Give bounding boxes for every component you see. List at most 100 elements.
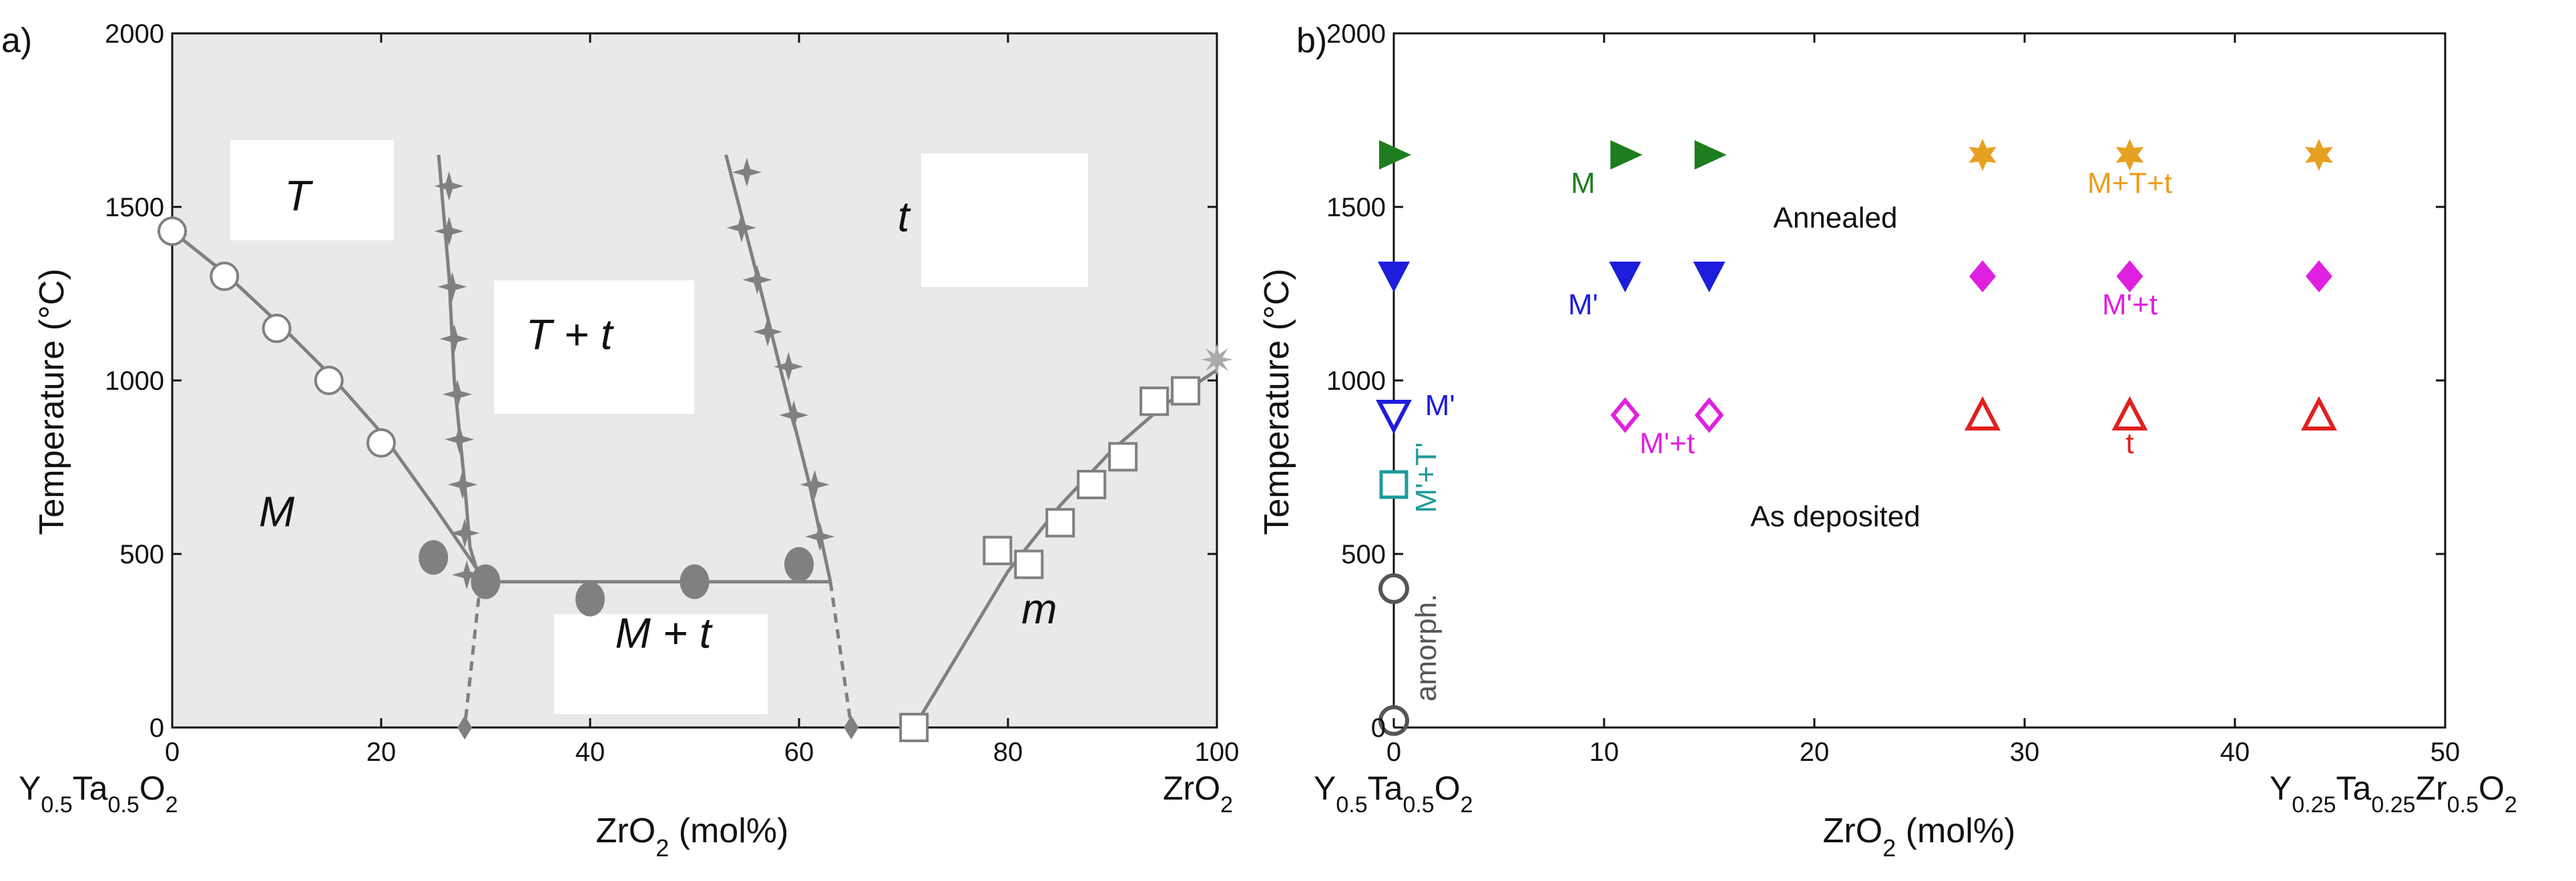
annotation-label: M' — [1425, 389, 1455, 422]
phase-boundary-line — [724, 154, 832, 583]
panel-b-xtick-label: 30 — [2010, 738, 2040, 767]
panel-label-a: a) — [1, 21, 32, 60]
panel-b-ytick-label: 1000 — [1326, 366, 1386, 396]
formula-part: Ta — [2336, 770, 2372, 807]
data-point-star4 — [448, 470, 478, 499]
data-point-open-square — [983, 535, 1013, 565]
annotation-label: M' — [1568, 288, 1598, 321]
phase-region-label: T + t — [526, 310, 614, 358]
formula-part: 0.5 — [107, 792, 139, 818]
data-point-filled-circle — [419, 540, 449, 575]
data-point-star4 — [439, 324, 469, 354]
phase-region-label: M + t — [615, 609, 713, 657]
data-point-star4 — [726, 213, 756, 243]
data-point-star4 — [742, 265, 772, 295]
phase-region-label: M — [259, 487, 295, 535]
panel-a-label-box-Tt — [494, 280, 694, 414]
formula-part: Y — [19, 770, 41, 807]
phase-region-label: m — [1021, 585, 1057, 633]
panel-a-region-labels: T T + t t M M + t m — [259, 172, 1057, 657]
data-point-open-square — [1014, 549, 1044, 579]
panel-a-ylabel: Temperature (°C) — [33, 268, 71, 535]
data-point-filled-circle — [784, 547, 814, 582]
panel-b-xtick-label: 0 — [1386, 738, 1401, 767]
data-point-star4 — [443, 379, 473, 409]
panel-b-ytick-label: 2000 — [1326, 19, 1386, 49]
data-point-tri-right — [1694, 140, 1727, 170]
panel-label-b: b) — [1296, 21, 1327, 60]
data-point-diamond-gray — [844, 715, 859, 740]
formula-part: 0.5 — [41, 792, 72, 818]
panel-a-end-right: ZrO2 — [1163, 770, 1233, 818]
phase-region-label: t — [898, 192, 911, 240]
data-point-star4 — [437, 272, 467, 302]
annotation-label: M+T+t — [2087, 167, 2172, 200]
annotation-label: As deposited — [1750, 500, 1920, 533]
panel-b-end-left: Y0.5Ta0.5O2 — [1314, 770, 1473, 818]
formula-part: 2 — [1461, 792, 1473, 818]
formula-part: 0.25 — [2371, 792, 2415, 818]
data-point-open-square — [1045, 508, 1075, 538]
data-point-star4 — [805, 522, 835, 551]
data-point-tri-down — [1693, 262, 1726, 292]
panel-a-ytick-label: 1500 — [105, 193, 164, 222]
panel-a-ytick-label: 1000 — [105, 366, 164, 396]
data-point-star4 — [732, 158, 762, 187]
panel-b-xlabel: ZrO2 (mol%) — [1823, 812, 2016, 862]
panel-a-ytick-label: 500 — [119, 540, 164, 569]
data-point-star4 — [753, 317, 782, 347]
data-point-asterisk-gray — [1201, 343, 1233, 376]
data-point-open-square — [899, 713, 929, 742]
panel-a-xtick-label: 20 — [366, 738, 397, 767]
panel-b: b) Temperature (°C) M M+T+t Annealed M' M'+t… — [1258, 19, 2517, 862]
panel-a-end-left: Y0.5Ta0.5O2 — [19, 770, 178, 818]
annotation-label: M'+T' — [1410, 443, 1443, 513]
data-point-star6 — [1969, 139, 1997, 171]
panel-a-markers — [158, 158, 1233, 742]
data-point-diamond — [1969, 260, 1996, 292]
panel-b-markers — [1376, 139, 2337, 736]
formula-part: 0.5 — [1402, 792, 1434, 818]
formula-part: 2 — [2505, 792, 2517, 818]
data-point-star4 — [800, 470, 830, 499]
data-point-diamond-open — [1694, 397, 1724, 433]
panel-b-xtick-label: 50 — [2430, 738, 2461, 767]
data-point-star4 — [450, 518, 480, 548]
panel-b-plot-frame — [1392, 32, 2446, 729]
data-point-open-circle — [210, 262, 240, 291]
data-point-tri-up-open — [1965, 396, 2001, 430]
formula-part: 2 — [1220, 792, 1233, 818]
formula-part: 0.5 — [2447, 792, 2479, 818]
panel-b-xtick-label: 10 — [1589, 738, 1619, 767]
phase-boundary-line — [828, 581, 853, 728]
phase-region-label: T — [284, 172, 313, 220]
panel-b-xtick-label: 40 — [2220, 738, 2250, 767]
panel-a-xtick-label: 40 — [575, 738, 605, 767]
data-point-tri-down-open — [1376, 400, 1412, 434]
panel-b-annotations: M M+T+t Annealed M' M'+t M' M'+t t As deposited M… — [1410, 167, 2172, 701]
annotation-label: M — [1571, 167, 1595, 200]
data-point-star6 — [2115, 139, 2144, 171]
data-point-star4 — [434, 216, 464, 246]
data-point-tri-right — [1610, 140, 1643, 170]
formula-part: Ta — [1368, 770, 1403, 807]
data-point-open-square — [1139, 386, 1170, 416]
panel-a-label-box-T — [230, 140, 394, 240]
data-point-open-circle — [314, 366, 344, 395]
data-point-filled-circle — [471, 564, 501, 599]
data-point-diamond-open — [1610, 397, 1640, 433]
panel-a-xtick-label: 60 — [784, 738, 814, 767]
data-point-open-square — [1077, 470, 1107, 499]
formula-part: 0.25 — [2292, 792, 2336, 818]
panel-b-xtick-label: 20 — [1800, 738, 1830, 767]
formula-part: Y — [1314, 770, 1336, 807]
annotation-label: M'+t — [2102, 288, 2157, 321]
data-point-star4 — [445, 424, 475, 455]
formula-part: O — [140, 770, 166, 807]
data-point-tri-right — [1379, 140, 1411, 170]
panel-b-ytick-label: 500 — [1341, 540, 1386, 569]
annotation-label: M'+t — [1639, 427, 1695, 460]
data-point-open-circle — [262, 314, 292, 343]
